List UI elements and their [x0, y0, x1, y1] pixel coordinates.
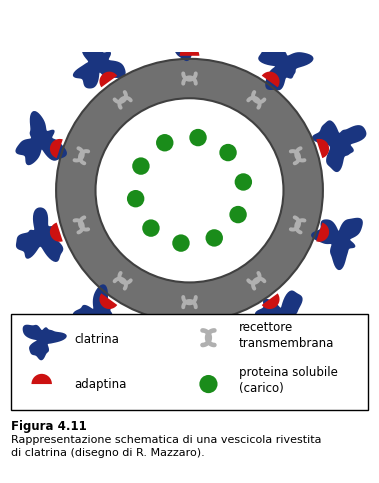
Wedge shape	[31, 374, 52, 384]
Wedge shape	[262, 71, 280, 87]
Wedge shape	[99, 293, 117, 309]
Circle shape	[199, 375, 218, 393]
Circle shape	[235, 173, 252, 191]
Circle shape	[229, 206, 247, 223]
Wedge shape	[180, 46, 199, 56]
Circle shape	[127, 190, 144, 207]
Polygon shape	[73, 35, 126, 88]
FancyBboxPatch shape	[11, 313, 368, 410]
Ellipse shape	[96, 98, 283, 283]
Polygon shape	[16, 207, 63, 262]
Polygon shape	[258, 41, 313, 90]
Circle shape	[190, 129, 207, 146]
Circle shape	[156, 134, 174, 152]
Polygon shape	[16, 111, 67, 165]
Text: Rappresentazione schematica di una vescicola rivestita
di clatrina (disegno di R: Rappresentazione schematica di una vesci…	[11, 435, 322, 458]
Polygon shape	[311, 218, 363, 270]
Polygon shape	[23, 325, 67, 360]
Text: Figura 4.11: Figura 4.11	[11, 420, 87, 433]
Wedge shape	[50, 223, 63, 242]
Polygon shape	[167, 10, 220, 61]
Text: clatrina: clatrina	[74, 333, 119, 346]
Ellipse shape	[56, 59, 323, 322]
Circle shape	[142, 219, 160, 237]
Wedge shape	[50, 139, 63, 158]
Circle shape	[219, 144, 237, 161]
Polygon shape	[312, 120, 366, 172]
Text: proteina solubile
(carico): proteina solubile (carico)	[239, 366, 338, 395]
Polygon shape	[164, 315, 207, 374]
Wedge shape	[316, 139, 329, 158]
Circle shape	[132, 157, 150, 175]
Wedge shape	[99, 71, 117, 87]
Circle shape	[205, 229, 223, 247]
Text: adaptina: adaptina	[74, 378, 126, 391]
Text: recettore
transmembrana: recettore transmembrana	[239, 321, 334, 350]
Polygon shape	[73, 284, 116, 343]
Wedge shape	[180, 325, 199, 335]
Wedge shape	[316, 223, 329, 242]
Circle shape	[172, 234, 190, 252]
Wedge shape	[262, 293, 280, 309]
Polygon shape	[255, 290, 303, 347]
